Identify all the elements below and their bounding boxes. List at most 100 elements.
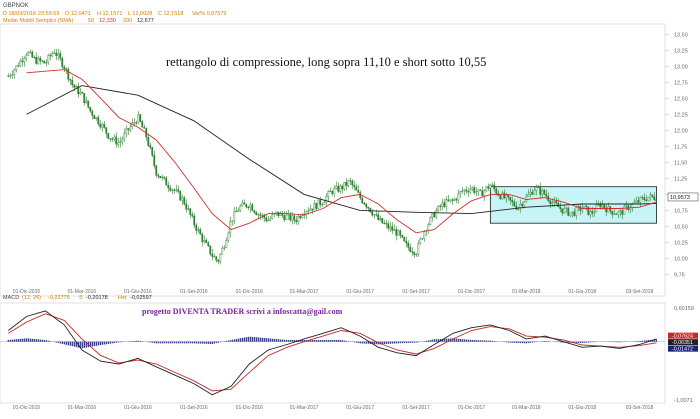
last-price-badge: [667, 192, 699, 202]
price-candle-body: [111, 138, 114, 140]
macd-signal-value: -0,20178: [86, 295, 108, 301]
price-candle-body: [149, 145, 152, 148]
price-candle-body: [29, 51, 32, 53]
price-candle-body: [351, 180, 354, 186]
price-candle-body: [651, 194, 654, 197]
price-candle-body: [439, 205, 442, 208]
price-candle-body: [317, 199, 320, 209]
price-candle-body: [243, 202, 246, 205]
var-label: Var% 0,87579: [192, 11, 226, 17]
macd-x-tick: 01-Dic-2016: [236, 405, 263, 411]
price-x-tick: 01-Mar-2018: [512, 289, 541, 295]
price-candle-body: [653, 196, 656, 200]
price-candle-body: [309, 208, 312, 212]
price-candle-body: [561, 208, 564, 214]
price-candle-body: [25, 54, 28, 59]
price-candle-body: [593, 211, 596, 214]
price-candle-body: [307, 210, 310, 212]
sma200-line: [26, 85, 657, 215]
macd-x-tick: 01-Giu-2016: [124, 405, 152, 411]
price-candle-body: [183, 197, 186, 205]
macd-annotation: progetto DIVENTA TRADER scrivi a infosca…: [142, 307, 343, 316]
price-candle-body: [165, 177, 168, 186]
price-candle-body: [531, 191, 534, 195]
price-candle-body: [501, 192, 504, 200]
price-candle-body: [37, 57, 40, 64]
price-candle-body: [51, 53, 54, 57]
price-candle-body: [57, 53, 60, 56]
price-y-tick: 10,25: [674, 240, 688, 246]
price-candle-body: [27, 52, 30, 56]
price-candle-body: [21, 60, 24, 63]
price-candle-body: [427, 224, 430, 231]
macd-value: -0,22775: [48, 295, 70, 301]
price-candle-body: [185, 203, 188, 210]
price-candle-body: [17, 65, 20, 67]
price-candle-body: [229, 221, 232, 234]
close-label: C 12,1518: [158, 11, 183, 17]
price-candle-body: [449, 199, 452, 202]
macd-x-tick: 01-Mar-2018: [512, 405, 541, 411]
price-x-tick: 01-Dic-2015: [13, 289, 40, 295]
price-y-tick: 10,00: [674, 256, 688, 262]
price-candle-body: [63, 66, 66, 69]
price-candle-body: [623, 206, 626, 215]
price-candle-body: [13, 69, 16, 75]
price-candle-body: [67, 68, 70, 80]
price-y-tick: 11,50: [674, 160, 687, 166]
price-candle-body: [169, 187, 172, 191]
price-candle-body: [533, 190, 536, 195]
macd-hist-label: Hst: [118, 295, 127, 301]
price-candle-body: [231, 220, 234, 222]
price-candle-body: [247, 206, 250, 208]
price-candle-body: [567, 207, 570, 216]
price-candle-body: [537, 186, 540, 188]
price-candle-body: [99, 123, 102, 128]
price-candle-body: [617, 211, 620, 215]
price-candle-body: [271, 214, 274, 219]
price-candle-body: [407, 243, 410, 248]
price-candle-body: [225, 240, 228, 248]
price-candle-body: [45, 62, 48, 64]
price-candle-body: [269, 218, 272, 221]
compression-box: [489, 186, 657, 224]
price-candle-body: [189, 208, 192, 215]
price-candle-body: [75, 86, 78, 88]
time-label: 23:59:59: [38, 11, 59, 17]
price-candle-body: [435, 210, 438, 218]
price-candle-body: [321, 203, 324, 205]
price-candle-body: [413, 252, 416, 255]
price-candle-body: [109, 138, 112, 140]
price-x-tick: 03-Set-2018: [626, 289, 654, 295]
price-candle-body: [487, 186, 490, 189]
price-candle-body: [173, 189, 176, 191]
low-label: L 12,0028: [128, 11, 152, 17]
price-y-axis: 13,50 13,25 13,00 12,75 12,50 12,25 12,00 11,75…: [665, 32, 699, 278]
sma200-label: 200: [123, 18, 132, 24]
price-candle-body: [163, 176, 166, 179]
price-y-tick: 9,75: [674, 272, 685, 278]
price-candle-body: [87, 100, 90, 108]
price-candle-body: [101, 124, 104, 128]
price-candle-body: [77, 86, 80, 95]
price-candle-body: [41, 60, 44, 62]
price-candle-body: [363, 202, 366, 205]
price-candle-body: [329, 191, 332, 193]
price-candle-body: [315, 203, 318, 209]
price-candle-body: [469, 188, 472, 193]
price-candle-body: [573, 211, 576, 216]
price-candle-body: [619, 210, 622, 213]
price-y-tick: 13,50: [674, 32, 688, 38]
price-candle-body: [621, 210, 624, 215]
macd-value-badge: [668, 345, 698, 352]
price-y-tick: 12,00: [674, 128, 688, 134]
price-candle-body: [565, 207, 568, 209]
price-candle-body: [91, 110, 94, 116]
price-candle-body: [639, 197, 642, 203]
price-candle-body: [299, 216, 302, 219]
price-candle-body: [451, 199, 454, 201]
price-x-tick: 01-Set-2016: [180, 289, 208, 295]
price-candle-body: [397, 230, 400, 236]
price-candle-body: [437, 205, 440, 212]
